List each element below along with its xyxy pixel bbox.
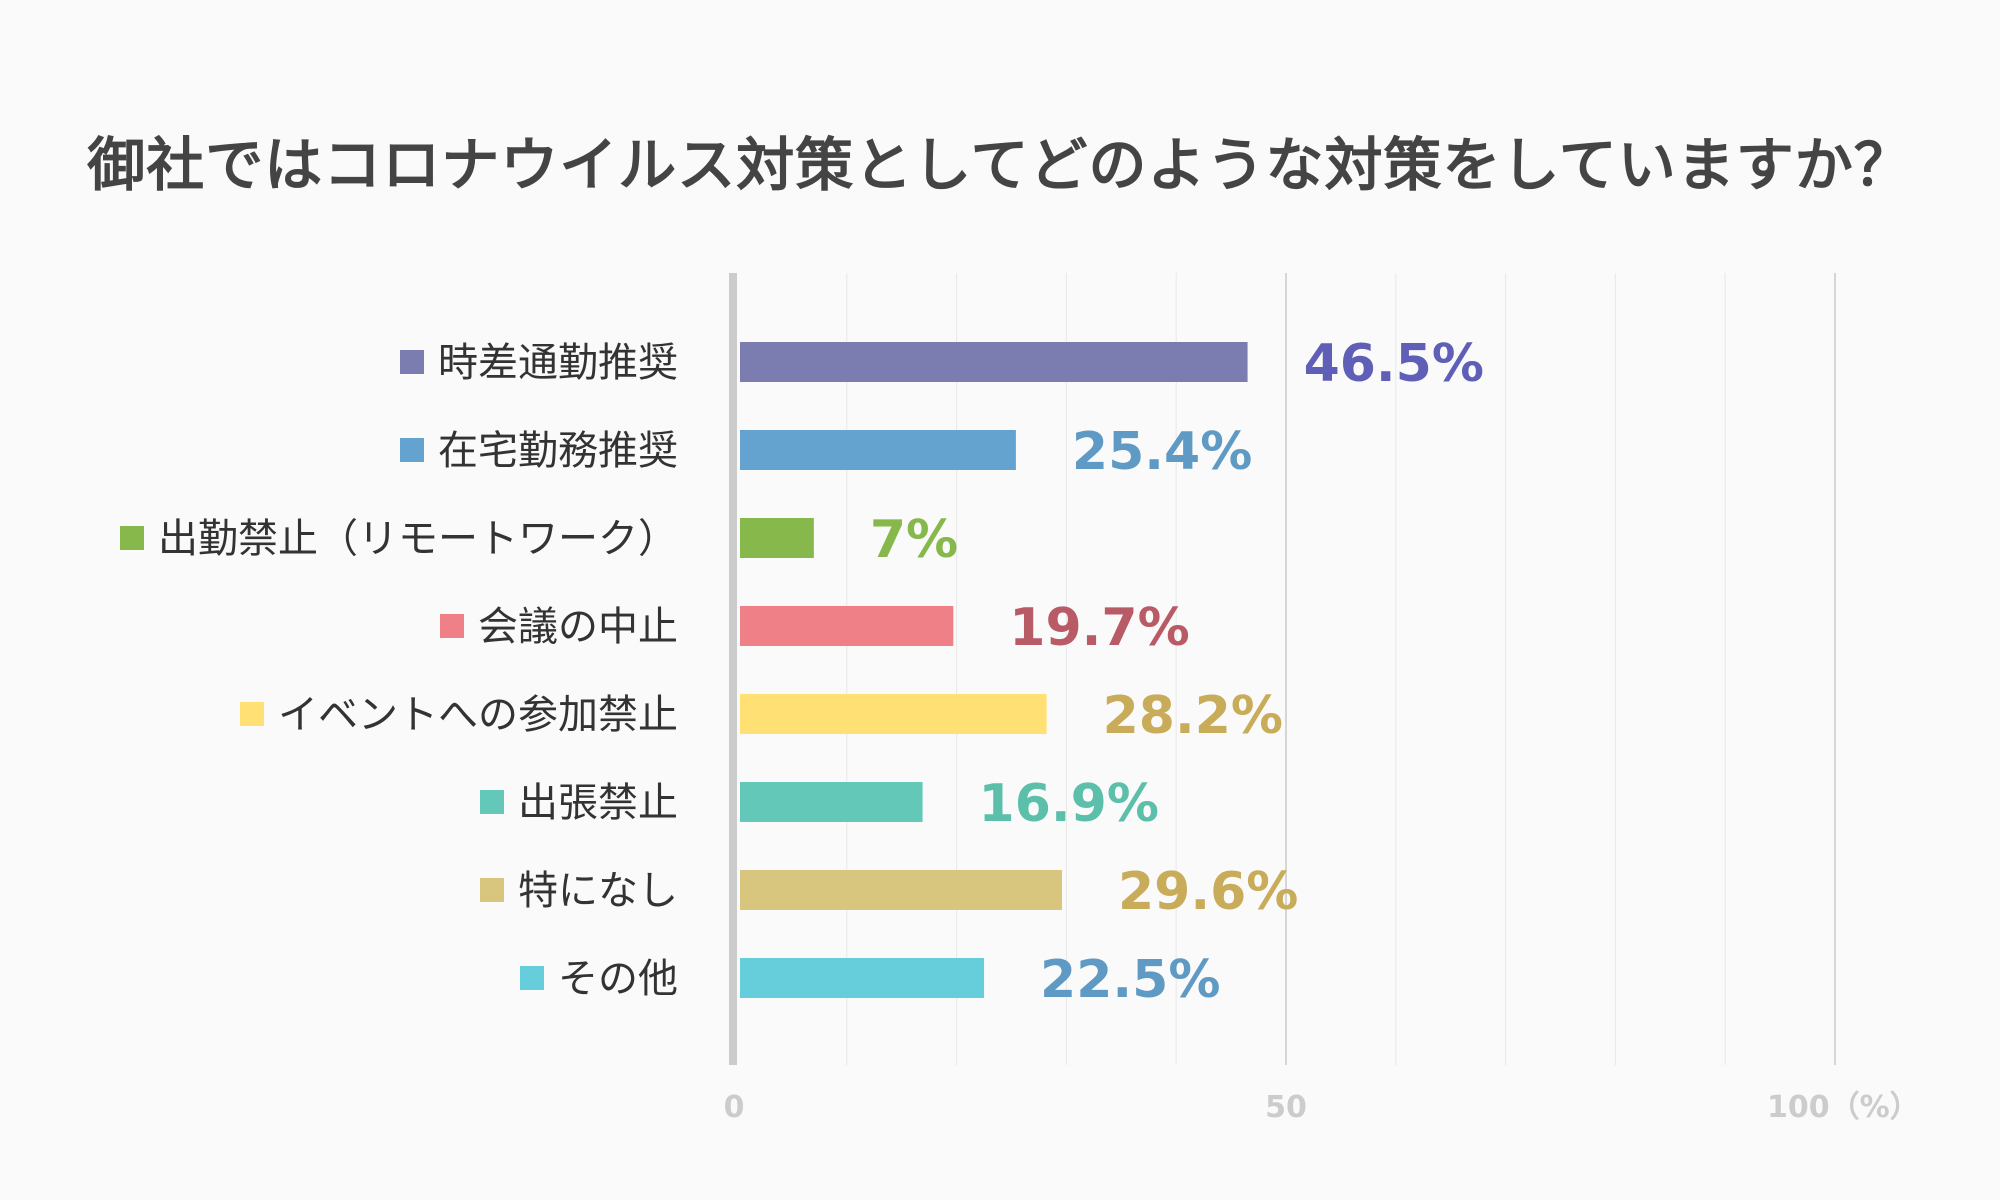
category-marker-4 <box>440 614 464 638</box>
value-label-5: 28.2% <box>1103 686 1283 746</box>
bar-7 <box>740 870 1063 910</box>
grid-lines <box>846 273 1836 1065</box>
category-label-7: 特になし <box>518 868 678 914</box>
value-label-7: 29.6% <box>1118 862 1298 922</box>
category-marker-7 <box>480 878 504 902</box>
value-label-6: 16.9% <box>979 774 1159 834</box>
bars <box>740 342 1248 998</box>
value-label-8: 22.5% <box>1040 950 1220 1010</box>
category-label-8: その他 <box>558 956 678 1002</box>
tick-label-0: 0 <box>724 1090 745 1125</box>
category-marker-3 <box>120 526 144 550</box>
category-marker-6 <box>480 790 504 814</box>
category-marker-5 <box>240 702 264 726</box>
bar-1 <box>740 342 1248 382</box>
bar-5 <box>740 694 1047 734</box>
category-marker-1 <box>400 350 424 374</box>
category-label-2: 在宅勤務推奨 <box>438 428 678 474</box>
chart-title: 御社ではコロナウイルス対策としてどのような対策をしていますか？ <box>87 131 1913 199</box>
value-label-2: 25.4% <box>1072 422 1252 482</box>
category-label-6: 出張禁止 <box>518 780 678 826</box>
category-label-1: 時差通勤推奨 <box>438 340 678 386</box>
bar-8 <box>740 958 985 998</box>
category-marker-2 <box>400 438 424 462</box>
tick-label-50: 50 <box>1265 1090 1307 1125</box>
bar-6 <box>740 782 923 822</box>
y-axis-line <box>729 273 737 1065</box>
tick-label-100: 100（%） <box>1767 1090 1920 1125</box>
bar-2 <box>740 430 1016 470</box>
category-label-3: 出勤禁止（リモートワーク） <box>158 516 678 562</box>
value-label-4: 19.7% <box>1009 598 1189 658</box>
bar-4 <box>740 606 954 646</box>
value-label-1: 46.5% <box>1304 334 1484 394</box>
category-label-5: イベントへの参加禁止 <box>278 692 678 738</box>
labels: 0 50 100（%） 時差通勤推奨 46.5% 在宅勤務推奨 25.4% 出勤禁止（リモート… <box>120 334 1920 1125</box>
value-label-3: 7% <box>870 510 958 570</box>
category-label-4: 会議の中止 <box>478 604 678 650</box>
bar-3 <box>740 518 814 558</box>
category-marker-8 <box>520 966 544 990</box>
